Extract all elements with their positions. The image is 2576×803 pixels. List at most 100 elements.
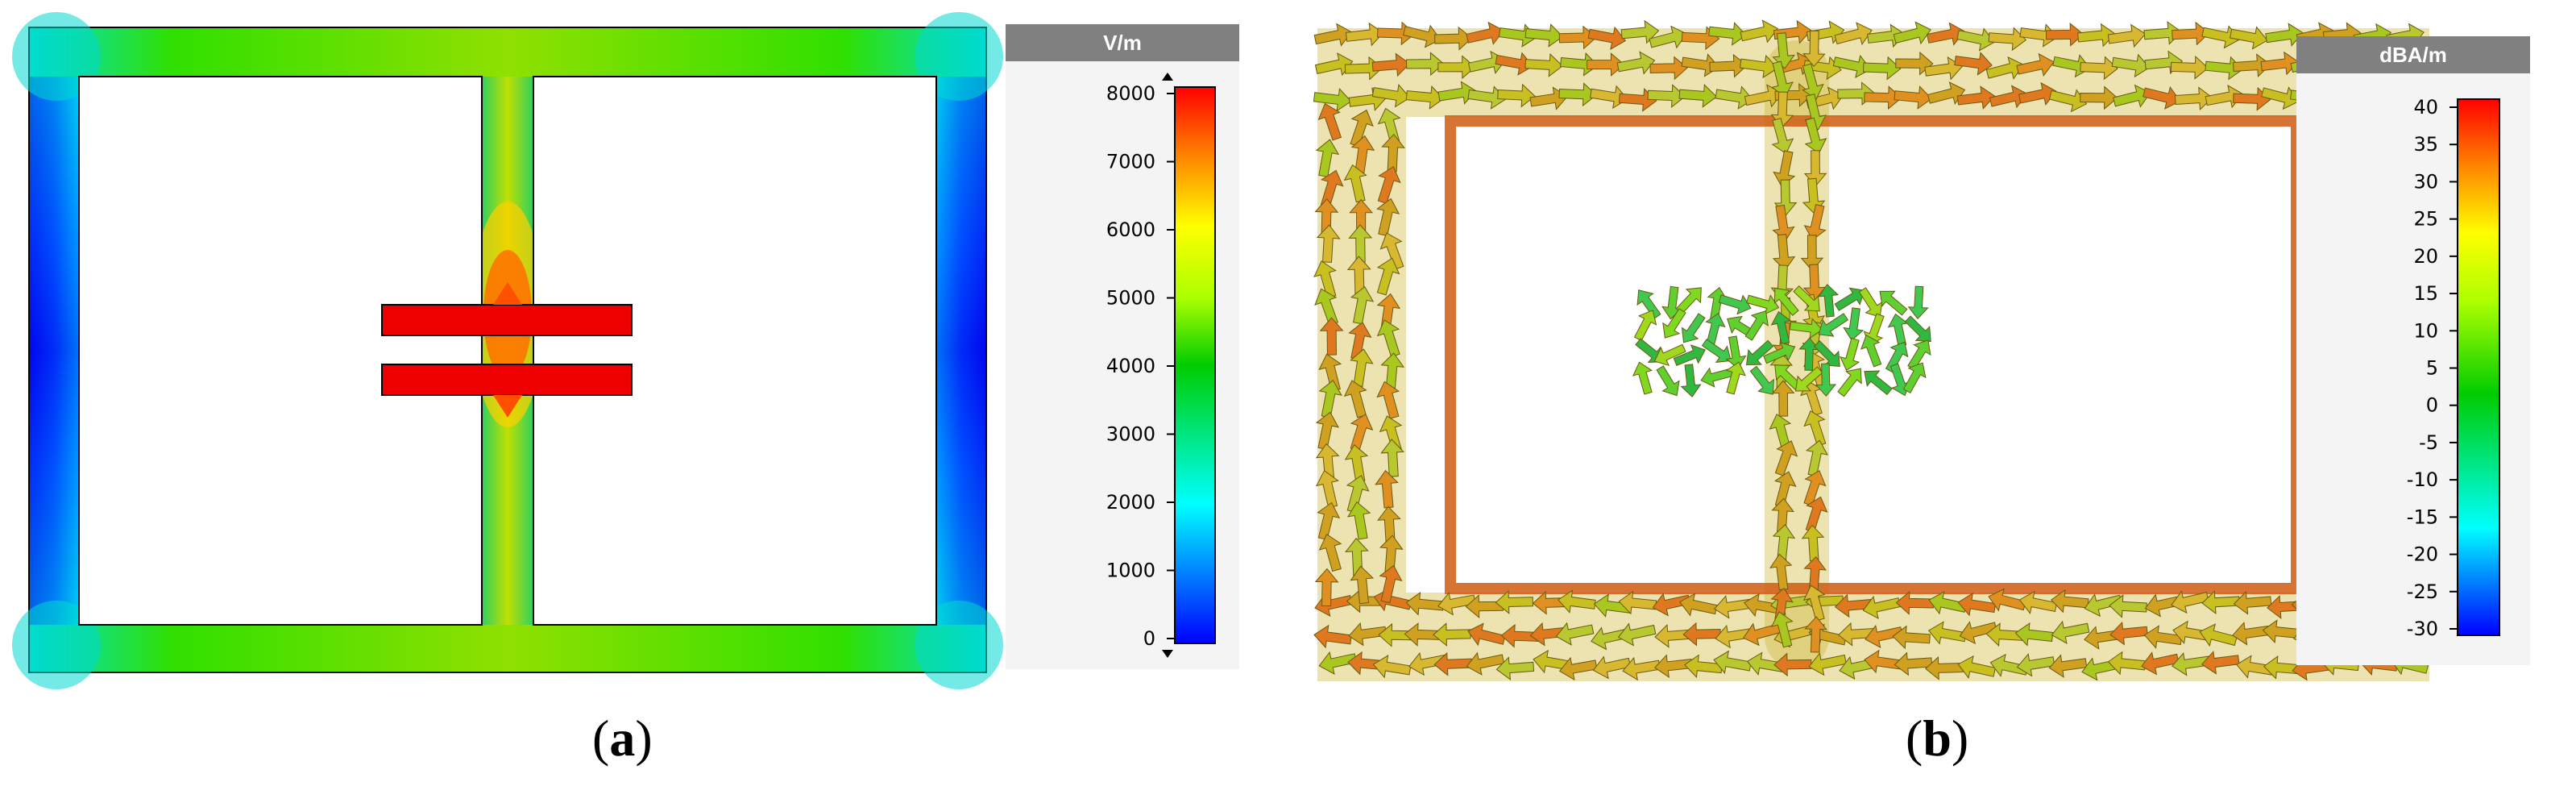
current-arrow xyxy=(1315,469,1339,509)
current-arrow xyxy=(1376,319,1400,358)
current-arrow xyxy=(1313,260,1337,299)
legend-a-down-arrow xyxy=(1162,650,1173,658)
current-arrow xyxy=(1558,589,1596,614)
current-arrow xyxy=(1555,622,1595,646)
current-arrow xyxy=(1375,469,1399,509)
current-arrow xyxy=(1467,622,1506,647)
current-arrow xyxy=(1318,651,1358,675)
current-arrow xyxy=(1771,118,1794,155)
current-arrow xyxy=(1804,117,1827,154)
current-arrow xyxy=(1801,524,1825,562)
current-arrow xyxy=(1381,133,1405,173)
cluster-arrow xyxy=(1725,361,1746,395)
current-arrow xyxy=(1350,565,1375,605)
current-arrow xyxy=(1714,595,1753,619)
current-arrow xyxy=(1862,595,1902,619)
current-arrow xyxy=(1834,593,1873,618)
legend-b-tick-label: 20 xyxy=(2413,245,2438,268)
left-window xyxy=(78,76,483,626)
current-arrow xyxy=(1837,622,1877,647)
current-arrow xyxy=(2045,22,2084,47)
cluster-arrow xyxy=(1879,290,1908,316)
current-arrow xyxy=(1343,380,1367,418)
current-arrow xyxy=(1524,23,1564,48)
current-arrow xyxy=(2144,593,2184,618)
current-arrow xyxy=(2233,86,2271,111)
current-arrow xyxy=(2170,55,2209,80)
capacitor-plate-top xyxy=(381,304,633,336)
current-arrow xyxy=(2109,594,2147,618)
current-arrow xyxy=(1376,198,1400,237)
current-arrow xyxy=(1924,655,1964,680)
current-arrow xyxy=(2080,56,2118,81)
cluster-arrow xyxy=(1633,310,1657,342)
legend-b-tick-label: -20 xyxy=(2407,543,2438,566)
cluster-arrow xyxy=(1725,335,1747,369)
legend-b-tick-label: 25 xyxy=(2413,208,2438,231)
legend-b-tick-label: 15 xyxy=(2413,282,2438,305)
current-arrow xyxy=(1653,654,1693,679)
current-arrow xyxy=(1924,56,1963,81)
current-arrow xyxy=(2171,590,2209,614)
cluster-arrow xyxy=(1864,370,1893,396)
current-arrow xyxy=(2201,25,2240,49)
current-arrow xyxy=(2261,86,2300,110)
legend-a-colorbar xyxy=(1174,86,1216,644)
current-arrow xyxy=(1466,21,1504,45)
cluster-arrow xyxy=(1904,315,1931,343)
current-arrow xyxy=(1495,656,1535,680)
current-arrow xyxy=(1524,53,1563,77)
cluster-arrow xyxy=(1763,342,1796,364)
current-arrow xyxy=(1769,553,1793,591)
current-arrow xyxy=(1771,380,1795,417)
current-arrow xyxy=(1708,22,1747,46)
current-arrow xyxy=(1592,655,1632,680)
current-arrow xyxy=(1466,651,1505,676)
current-arrow xyxy=(1376,257,1400,296)
current-arrow xyxy=(1379,564,1403,604)
legend-b-unit: dBA/m xyxy=(2379,43,2447,67)
current-arrow xyxy=(2262,619,2301,644)
current-arrow xyxy=(1803,204,1827,241)
cluster-arrow xyxy=(1653,343,1686,367)
current-arrow xyxy=(1559,52,1599,77)
cluster-arrow xyxy=(1907,285,1929,320)
legend-a-tick-label: 4000 xyxy=(1106,355,1155,377)
current-arrow xyxy=(1495,52,1534,76)
current-arrow xyxy=(1379,415,1403,454)
current-arrow xyxy=(1957,655,1997,679)
right-window xyxy=(533,76,937,626)
current-arrow xyxy=(1433,622,1471,647)
current-arrow xyxy=(1558,25,1598,50)
current-arrow xyxy=(1316,224,1341,263)
current-arrow xyxy=(1618,88,1657,112)
legend-a-unit: V/m xyxy=(1103,31,1142,55)
current-arrow xyxy=(1774,440,1798,476)
current-arrow xyxy=(1772,234,1796,271)
legend-b-tick-label: -25 xyxy=(2407,580,2438,603)
legend-b-colorbar xyxy=(2457,98,2500,636)
current-arrow xyxy=(1319,317,1344,356)
current-arrow xyxy=(1314,568,1339,607)
cluster-arrow xyxy=(1858,287,1883,318)
cluster-arrow xyxy=(1675,287,1702,314)
cluster-arrow xyxy=(1746,294,1780,315)
current-arrow xyxy=(1803,555,1827,593)
current-arrow xyxy=(2174,86,2213,111)
current-arrow xyxy=(1808,652,1847,676)
current-arrow xyxy=(1895,590,1935,615)
current-arrow xyxy=(1371,83,1411,108)
current-arrow xyxy=(1864,85,1902,110)
current-arrow xyxy=(1343,164,1367,203)
current-arrow xyxy=(1376,381,1400,419)
current-arrow xyxy=(1678,84,1718,108)
current-arrow xyxy=(1956,85,1996,110)
current-arrow xyxy=(2050,589,2089,614)
current-arrow xyxy=(1405,85,1445,110)
current-arrow xyxy=(1318,533,1342,572)
current-arrow xyxy=(1437,55,1476,80)
current-arrow xyxy=(2051,620,2090,644)
current-arrow xyxy=(1647,84,1686,108)
current-arrow xyxy=(1620,19,1660,44)
current-arrow xyxy=(1315,139,1340,177)
